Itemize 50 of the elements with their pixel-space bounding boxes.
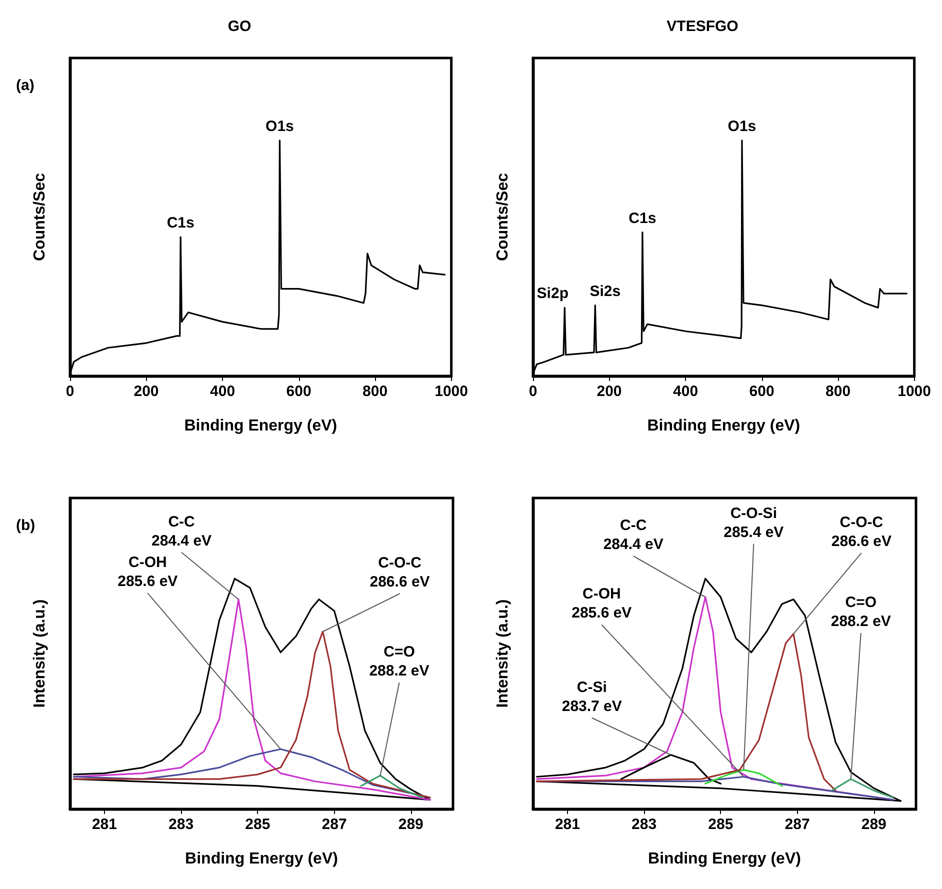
annotation: O1s <box>728 118 756 135</box>
chart-title: GO <box>228 18 252 35</box>
annotation: C=O 288.2 eV <box>830 594 891 630</box>
annotation: C-O-Si 285.4 eV <box>724 504 784 541</box>
annotation: C-OH 285.6 eV <box>572 586 632 622</box>
x-axis-title: Binding Energy (eV) <box>184 418 338 434</box>
annotation: C=O 288.2 eV <box>369 644 430 680</box>
text: (b) <box>16 517 36 534</box>
x-tick-label: 287 <box>784 816 810 833</box>
y-axis-title: Intensity (a.u.) <box>32 599 48 708</box>
annotation: C-O-C 286.6 eV <box>370 554 430 591</box>
x-tick-label: 200 <box>596 383 622 400</box>
x-tick-label: 1000 <box>898 383 932 400</box>
x-tick-label: 400 <box>210 383 236 400</box>
x-tick-label: 600 <box>749 383 774 400</box>
annotation: C-OH 285.6 eV <box>118 554 178 590</box>
x-tick-label: 1000 <box>434 383 468 400</box>
annotation: C-C 284.4 eV <box>603 517 664 554</box>
x-axis-title: Binding Energy (eV) <box>185 850 338 868</box>
annotation: C1s <box>166 214 194 232</box>
x-tick-label: 281 <box>554 816 580 833</box>
x-tick-label: 285 <box>708 816 734 833</box>
annotation: C-O-C 286.6 eV <box>831 514 892 550</box>
annotation: C-C 284.4 eV <box>151 513 212 550</box>
annotation: C1s <box>628 210 656 227</box>
annotation: Si2p <box>536 285 568 302</box>
x-tick-label: 600 <box>286 383 312 400</box>
x-axis-title: Binding Energy (eV) <box>647 418 800 434</box>
x-tick-label: 200 <box>134 383 159 400</box>
x-tick-label: 400 <box>673 383 698 400</box>
x-axis-title: Binding Energy (eV) <box>648 850 801 868</box>
x-tick-label: 0 <box>528 383 538 400</box>
y-axis-title: Intensity (a.u.) <box>494 599 512 708</box>
chart-title: VTESFGO <box>666 18 739 35</box>
x-tick-label: 800 <box>826 383 851 400</box>
annotation: C-Si 283.7 eV <box>562 678 622 715</box>
x-tick-label: 289 <box>861 816 886 833</box>
text: (a) <box>16 77 34 94</box>
x-tick-label: 283 <box>168 816 194 833</box>
x-tick-label: 285 <box>245 816 270 833</box>
x-tick-label: 0 <box>66 383 74 400</box>
y-axis-title: Counts/Sec <box>494 172 512 262</box>
x-tick-label: 800 <box>362 383 388 400</box>
annotation: O1s <box>266 118 294 135</box>
y-axis-title: Counts/Sec <box>32 172 48 262</box>
x-tick-label: 289 <box>398 816 424 833</box>
x-tick-label: 283 <box>632 816 657 833</box>
annotation: Si2s <box>590 282 621 300</box>
x-tick-label: 281 <box>92 816 117 833</box>
x-tick-label: 287 <box>322 816 347 833</box>
